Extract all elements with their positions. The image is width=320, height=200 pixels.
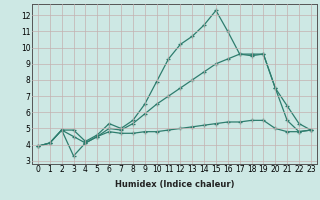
X-axis label: Humidex (Indice chaleur): Humidex (Indice chaleur) — [115, 180, 234, 189]
